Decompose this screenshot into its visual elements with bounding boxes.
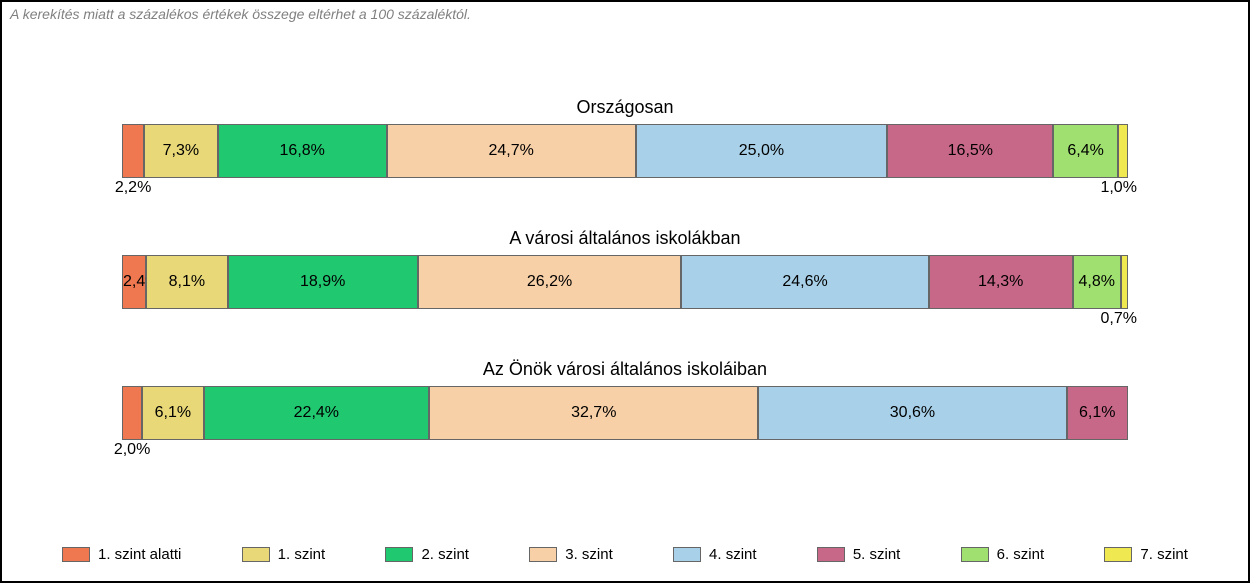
legend-swatch bbox=[385, 547, 413, 562]
rounding-note: A kerekítés miatt a százalékos értékek ö… bbox=[10, 6, 471, 22]
bar-segment: 7,3% bbox=[144, 124, 218, 178]
legend: 1. szint alatti 1. szint 2. szint 3. szint 4… bbox=[62, 546, 1188, 563]
stacked-bar: 2,4%8,1%18,9%26,2%24,6%14,3%4,8%0,7% bbox=[122, 255, 1128, 309]
legend-label: 4. szint bbox=[709, 546, 757, 563]
row-title: Az Önök városi általános iskoláiban bbox=[122, 359, 1128, 380]
legend-label: 5. szint bbox=[853, 546, 901, 563]
bar-segment: 16,8% bbox=[218, 124, 387, 178]
bar-segment: 32,7% bbox=[429, 386, 758, 440]
legend-swatch bbox=[961, 547, 989, 562]
legend-item: 6. szint bbox=[961, 546, 1045, 563]
bar-segment: 18,9% bbox=[228, 255, 418, 309]
legend-label: 1. szint bbox=[278, 546, 326, 563]
segment-label: 1,0% bbox=[1100, 179, 1136, 197]
legend-swatch bbox=[673, 547, 701, 562]
bar-segment: 24,7% bbox=[387, 124, 636, 178]
bar-segment: 2,2% bbox=[122, 124, 144, 178]
legend-item: 2. szint bbox=[385, 546, 469, 563]
chart-rows: Országosan2,2%7,3%16,8%24,7%25,0%16,5%6,… bbox=[122, 97, 1128, 490]
bar-segment: 1,0% bbox=[1118, 124, 1128, 178]
bar-segment: 30,6% bbox=[758, 386, 1066, 440]
legend-item: 3. szint bbox=[529, 546, 613, 563]
legend-item: 1. szint alatti bbox=[62, 546, 181, 563]
bar-row: A városi általános iskolákban 2,4%8,1%18,… bbox=[122, 228, 1128, 309]
bar-segment: 24,6% bbox=[681, 255, 928, 309]
legend-label: 6. szint bbox=[997, 546, 1045, 563]
bar-segment: 4,8% bbox=[1073, 255, 1121, 309]
chart-frame: A kerekítés miatt a százalékos értékek ö… bbox=[0, 0, 1250, 583]
bar-segment: 14,3% bbox=[929, 255, 1073, 309]
bar-segment: 2,0% bbox=[122, 386, 142, 440]
legend-item: 1. szint bbox=[242, 546, 326, 563]
bar-segment: 6,1% bbox=[142, 386, 203, 440]
bar-segment: 2,4% bbox=[122, 255, 146, 309]
bar-row: Országosan 2,2%7,3%16,8%24,7%25,0%16,5%6,… bbox=[122, 97, 1128, 178]
legend-label: 3. szint bbox=[565, 546, 613, 563]
legend-swatch bbox=[529, 547, 557, 562]
segment-label: 2,2% bbox=[115, 179, 151, 197]
segment-label: 0,7% bbox=[1100, 310, 1136, 328]
segment-label: 2,0% bbox=[114, 441, 150, 459]
row-title: Országosan bbox=[122, 97, 1128, 118]
bar-segment: 26,2% bbox=[418, 255, 682, 309]
bar-segment: 0,7% bbox=[1121, 255, 1128, 309]
row-title: A városi általános iskolákban bbox=[122, 228, 1128, 249]
legend-item: 4. szint bbox=[673, 546, 757, 563]
legend-label: 2. szint bbox=[421, 546, 469, 563]
bar-segment: 16,5% bbox=[887, 124, 1053, 178]
bar-row: Az Önök városi általános iskoláiban2,0%6… bbox=[122, 359, 1128, 440]
legend-label: 1. szint alatti bbox=[98, 546, 181, 563]
stacked-bar: 2,2%7,3%16,8%24,7%25,0%16,5%6,4%1,0% bbox=[122, 124, 1128, 178]
bar-segment: 6,1% bbox=[1067, 386, 1128, 440]
bar-segment: 6,4% bbox=[1053, 124, 1117, 178]
legend-swatch bbox=[62, 547, 90, 562]
legend-swatch bbox=[817, 547, 845, 562]
legend-label: 7. szint bbox=[1140, 546, 1188, 563]
bar-segment: 8,1% bbox=[146, 255, 227, 309]
bar-segment: 25,0% bbox=[636, 124, 888, 178]
bar-segment: 22,4% bbox=[204, 386, 430, 440]
stacked-bar: 2,0%6,1%22,4%32,7%30,6%6,1% bbox=[122, 386, 1128, 440]
legend-item: 5. szint bbox=[817, 546, 901, 563]
legend-swatch bbox=[1104, 547, 1132, 562]
legend-swatch bbox=[242, 547, 270, 562]
legend-item: 7. szint bbox=[1104, 546, 1188, 563]
